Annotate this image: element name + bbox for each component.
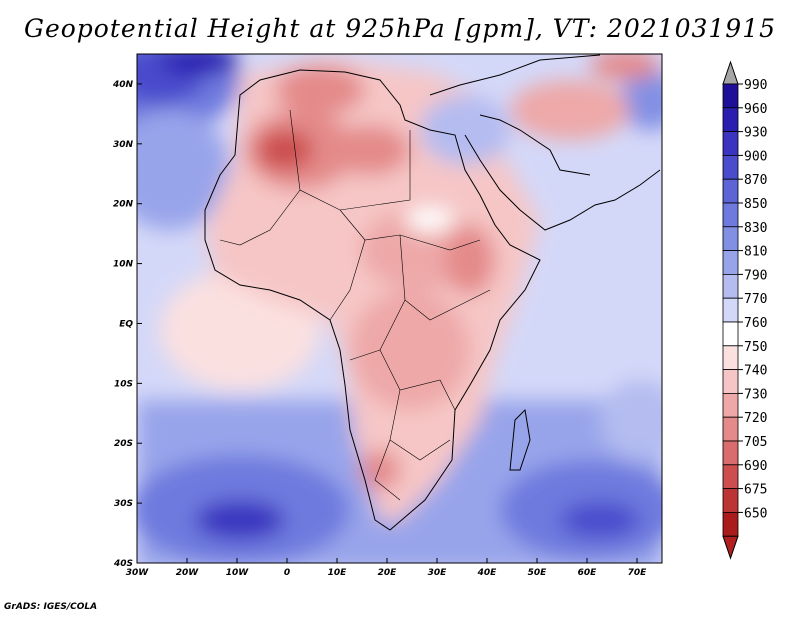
colorbar-label: 720 (744, 411, 767, 426)
colorbar-label: 930 (744, 126, 767, 141)
colorbar-box (722, 107, 739, 133)
colorbar-label: 690 (744, 459, 767, 474)
lon-label: 0 (284, 568, 290, 578)
map-title: Geopotential Height at 925hPa [gpm], VT:… (23, 14, 777, 43)
colorbar-label: 990 (744, 78, 767, 93)
lon-label: 20W (176, 568, 200, 578)
colorbar-label: 960 (744, 102, 767, 117)
colorbar-box (722, 154, 739, 180)
lat-label: 20S (114, 439, 133, 449)
lon-label: 40E (477, 568, 498, 578)
colorbar-label: 760 (744, 316, 767, 331)
colorbar-box (722, 464, 739, 489)
longitude-axis: 30W 20W 10W 0 10E 20E 30E 40E 50E 60E 70E (126, 558, 647, 578)
lon-label: 30E (428, 568, 448, 578)
map-frame (136, 53, 663, 564)
lat-label: 40S (113, 559, 133, 569)
colorbar-box (722, 131, 739, 156)
lon-label: 10W (226, 568, 250, 578)
lon-label: 20E (378, 568, 398, 578)
colorbar-label: 870 (744, 173, 767, 188)
colorbar-label: 750 (744, 340, 767, 355)
lon-label: 50E (528, 568, 548, 578)
lat-label: 40N (112, 80, 134, 90)
lat-label: 10N (113, 260, 134, 270)
colorbar-label: 790 (744, 268, 767, 283)
colorbar-label: 730 (744, 387, 767, 402)
colorbar-box (722, 297, 739, 323)
geopotential-field (137, 54, 662, 563)
colorbar-over-arrow (722, 60, 739, 85)
colorbar-box (722, 369, 739, 394)
colorbar-label: 770 (744, 292, 767, 307)
colorbar-box (722, 392, 739, 418)
country-borders (219, 109, 491, 501)
colorbar-under-arrow (722, 535, 739, 560)
colorbar-box (722, 273, 739, 299)
lon-label: 60E (578, 568, 598, 578)
lon-label: 70E (628, 568, 648, 578)
latitude-axis: 40N 30N 20N 10N EQ 10S 20S 30S 40S (112, 80, 142, 569)
lat-label: 20N (113, 200, 134, 210)
colorbar-label: 650 (744, 506, 767, 521)
colorbar-label: 830 (744, 221, 767, 236)
colorbar-label: 900 (744, 149, 767, 164)
colorbar-box (722, 440, 739, 466)
colorbar-label: 740 (744, 364, 767, 379)
colorbar-label: 850 (744, 197, 767, 212)
colorbar-box (722, 321, 739, 347)
lat-label: 30S (114, 499, 133, 509)
lat-label: 30N (113, 140, 134, 150)
colorbar-box (722, 83, 739, 109)
colorbar-box (722, 226, 739, 252)
colorbar-box (722, 416, 739, 442)
lat-label: EQ (119, 319, 133, 329)
colorbar-label: 675 (744, 483, 767, 498)
colorbar-label: 810 (744, 245, 767, 260)
colorbar-box (722, 178, 739, 204)
grads-credit: GrADS: IGES/COLA (4, 602, 98, 612)
colorbar-box (722, 250, 739, 275)
lat-label: 10S (114, 379, 133, 389)
colorbar-box (722, 488, 739, 513)
colorbar-box (722, 345, 739, 370)
colorbar-box (722, 202, 739, 228)
lon-label: 30W (126, 568, 150, 578)
colorbar-box (722, 512, 739, 537)
colorbar-label: 705 (744, 435, 767, 450)
lon-label: 10E (328, 568, 348, 578)
